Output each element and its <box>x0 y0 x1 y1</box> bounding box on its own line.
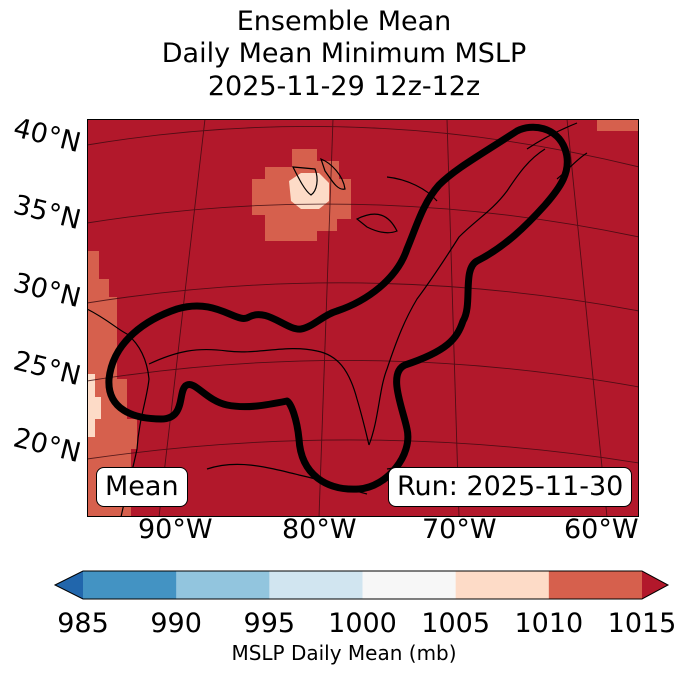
pressure-region-1005-west <box>87 374 101 437</box>
colorbar-extend-high <box>642 571 668 599</box>
lat-label-35: 35°N <box>10 189 84 237</box>
colorbar-label: MSLP Daily Mean (mb) <box>231 641 457 665</box>
colorbar-segment-985-990 <box>83 571 177 599</box>
lat-label-30: 30°N <box>10 267 84 315</box>
pressure-region-1010-northeast <box>597 119 639 131</box>
lon-label-60w: 60°W <box>564 514 639 545</box>
title-line-3: 2025-11-29 12z-12z <box>207 71 481 102</box>
pressure-map <box>87 119 639 517</box>
pressure-region-1005-lake <box>289 173 329 209</box>
title-line-1: Ensemble Mean <box>236 6 452 37</box>
lat-label-25: 25°N <box>10 345 84 393</box>
colorbar-outline <box>53 570 670 600</box>
lon-label-70w: 70°W <box>422 514 497 545</box>
colorbar-tick-1000: 1000 <box>328 608 397 639</box>
graticule <box>87 119 639 517</box>
colorbar-extend-low <box>55 571 83 599</box>
title-line-2: Daily Mean Minimum MSLP <box>161 38 527 69</box>
lon-label-90w: 90°W <box>138 514 213 545</box>
colorbar <box>53 570 670 600</box>
colorbar-tick-995: 995 <box>243 608 296 639</box>
colorbar-segment-995-1000 <box>269 571 363 599</box>
run-date-badge: Run: 2025-11-30 <box>388 467 633 507</box>
colorbar-tick-990: 990 <box>150 608 202 639</box>
colorbar-segment-1005-1010 <box>455 571 550 599</box>
colorbar-tick-1010: 1010 <box>514 608 584 639</box>
pressure-contour <box>105 123 571 493</box>
colorbar-tick-1005: 1005 <box>421 608 491 639</box>
colorbar-tick-1015: 1015 <box>607 608 677 639</box>
colorbar-segment-1010-1015 <box>548 571 643 599</box>
map-background <box>87 119 639 517</box>
lat-label-20: 20°N <box>10 422 84 470</box>
colorbar-segment-1000-1005 <box>362 571 457 599</box>
mean-badge: Mean <box>96 467 188 507</box>
colorbar-segment-990-995 <box>176 571 270 599</box>
colorbar-tick-985: 985 <box>57 608 109 639</box>
lon-label-80w: 80°W <box>282 514 357 545</box>
lat-label-40: 40°N <box>10 112 84 160</box>
